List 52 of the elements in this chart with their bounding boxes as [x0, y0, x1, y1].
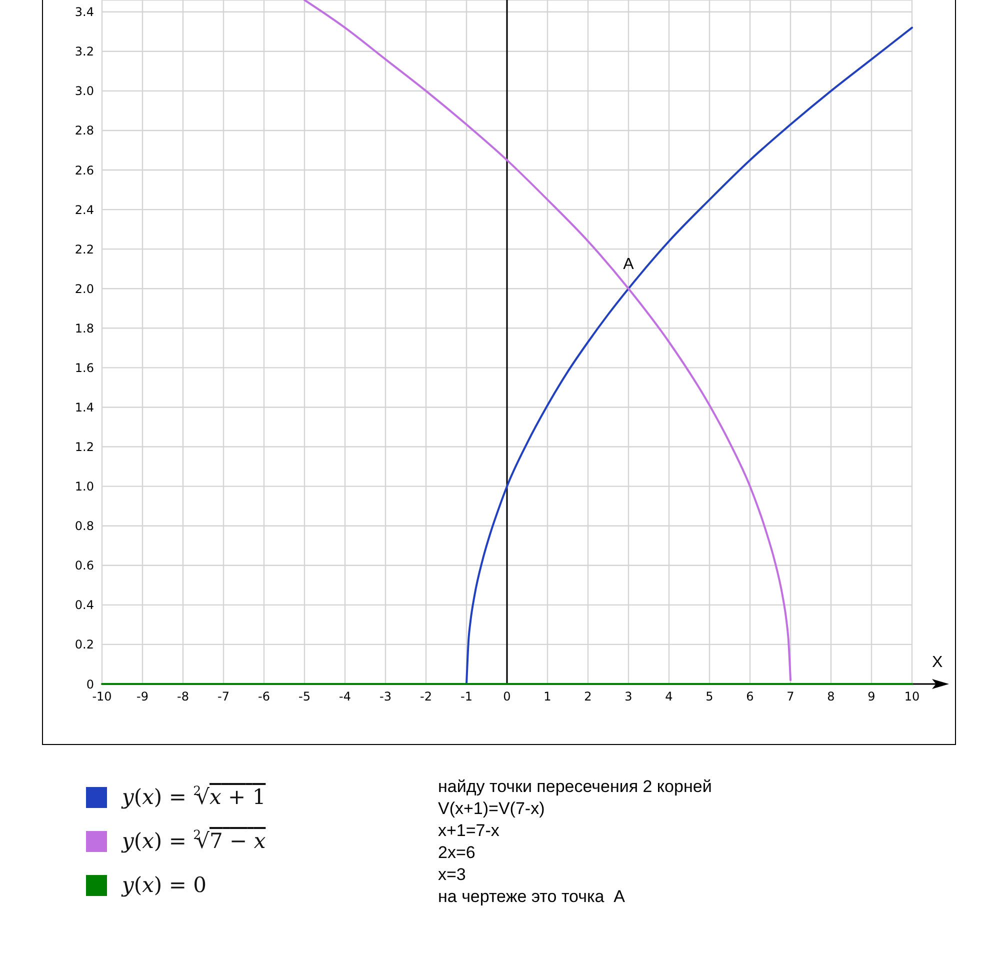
- y-tick-label: 1.2: [74, 440, 94, 454]
- x-tick-label: 9: [868, 690, 876, 704]
- x-tick-label: 1: [544, 690, 552, 704]
- y-tick-label: 0.6: [74, 558, 94, 573]
- y-tick-label: 1.4: [74, 400, 94, 414]
- x-tick-label: -10: [92, 690, 112, 704]
- y-tick-label: 0.8: [74, 519, 94, 534]
- x-tick-label: -3: [380, 690, 392, 704]
- text: 2x=6: [438, 842, 476, 864]
- x-tick-label: -4: [339, 690, 351, 704]
- x-tick-label: 8: [827, 690, 835, 704]
- y-tick-label: 1.6: [74, 360, 94, 375]
- y-tick-label: 2.4: [74, 202, 94, 217]
- y-tick-label: 2.8: [74, 124, 94, 138]
- y-tick-label: 3.2: [74, 44, 94, 59]
- text: y(x) = $^{2}$√x + 1: [122, 782, 266, 809]
- x-tick-label: 5: [706, 690, 714, 704]
- text: V(x+1)=V(7-x): [438, 798, 546, 820]
- x-axis-title: X: [932, 653, 943, 673]
- y-tick-label: 2.0: [74, 282, 94, 296]
- y-tick-label: 1.8: [74, 321, 94, 336]
- x-tick-label: 0: [503, 690, 511, 704]
- x-tick-label: -5: [298, 690, 310, 704]
- x-tick-label: -2: [420, 690, 432, 704]
- x-tick-label: -7: [218, 690, 230, 704]
- x-tick-label: 10: [904, 690, 920, 704]
- line-series: [304, 0, 792, 682]
- x-tick-label: 3: [624, 690, 632, 704]
- x-tick-label: 6: [746, 690, 754, 704]
- y-tick-label: 1.0: [74, 480, 94, 494]
- y-tick-label: 0: [86, 677, 94, 692]
- legend-label: y(x) = 0: [122, 873, 206, 897]
- x-tick-label: 4: [665, 690, 673, 704]
- line-series: [466, 26, 913, 685]
- y-tick-label: 2.2: [74, 242, 94, 256]
- text: y(x) = $^{2}$√7 − x: [122, 826, 266, 853]
- text: x+1=7-x: [438, 820, 500, 842]
- x-tick-label: 2: [584, 690, 592, 704]
- y-tick-label: 0.2: [74, 638, 94, 652]
- x-tick-label: -9: [136, 690, 148, 704]
- x-tick-label: -6: [258, 690, 270, 704]
- text: x=3: [438, 864, 467, 886]
- y-tick-label: 3.0: [74, 84, 94, 98]
- y-tick-label: 2.6: [74, 163, 94, 178]
- y-tick-label: 0.4: [74, 598, 94, 612]
- x-tick-label: -8: [177, 690, 189, 704]
- x-tick-label: 7: [786, 690, 794, 704]
- text: найду точки пересечения 2 корней: [438, 776, 712, 798]
- annotation: A: [623, 254, 634, 275]
- x-tick-label: -1: [460, 690, 472, 704]
- text: на чертеже это точка A: [438, 886, 626, 908]
- y-tick-label: 3.4: [74, 5, 94, 20]
